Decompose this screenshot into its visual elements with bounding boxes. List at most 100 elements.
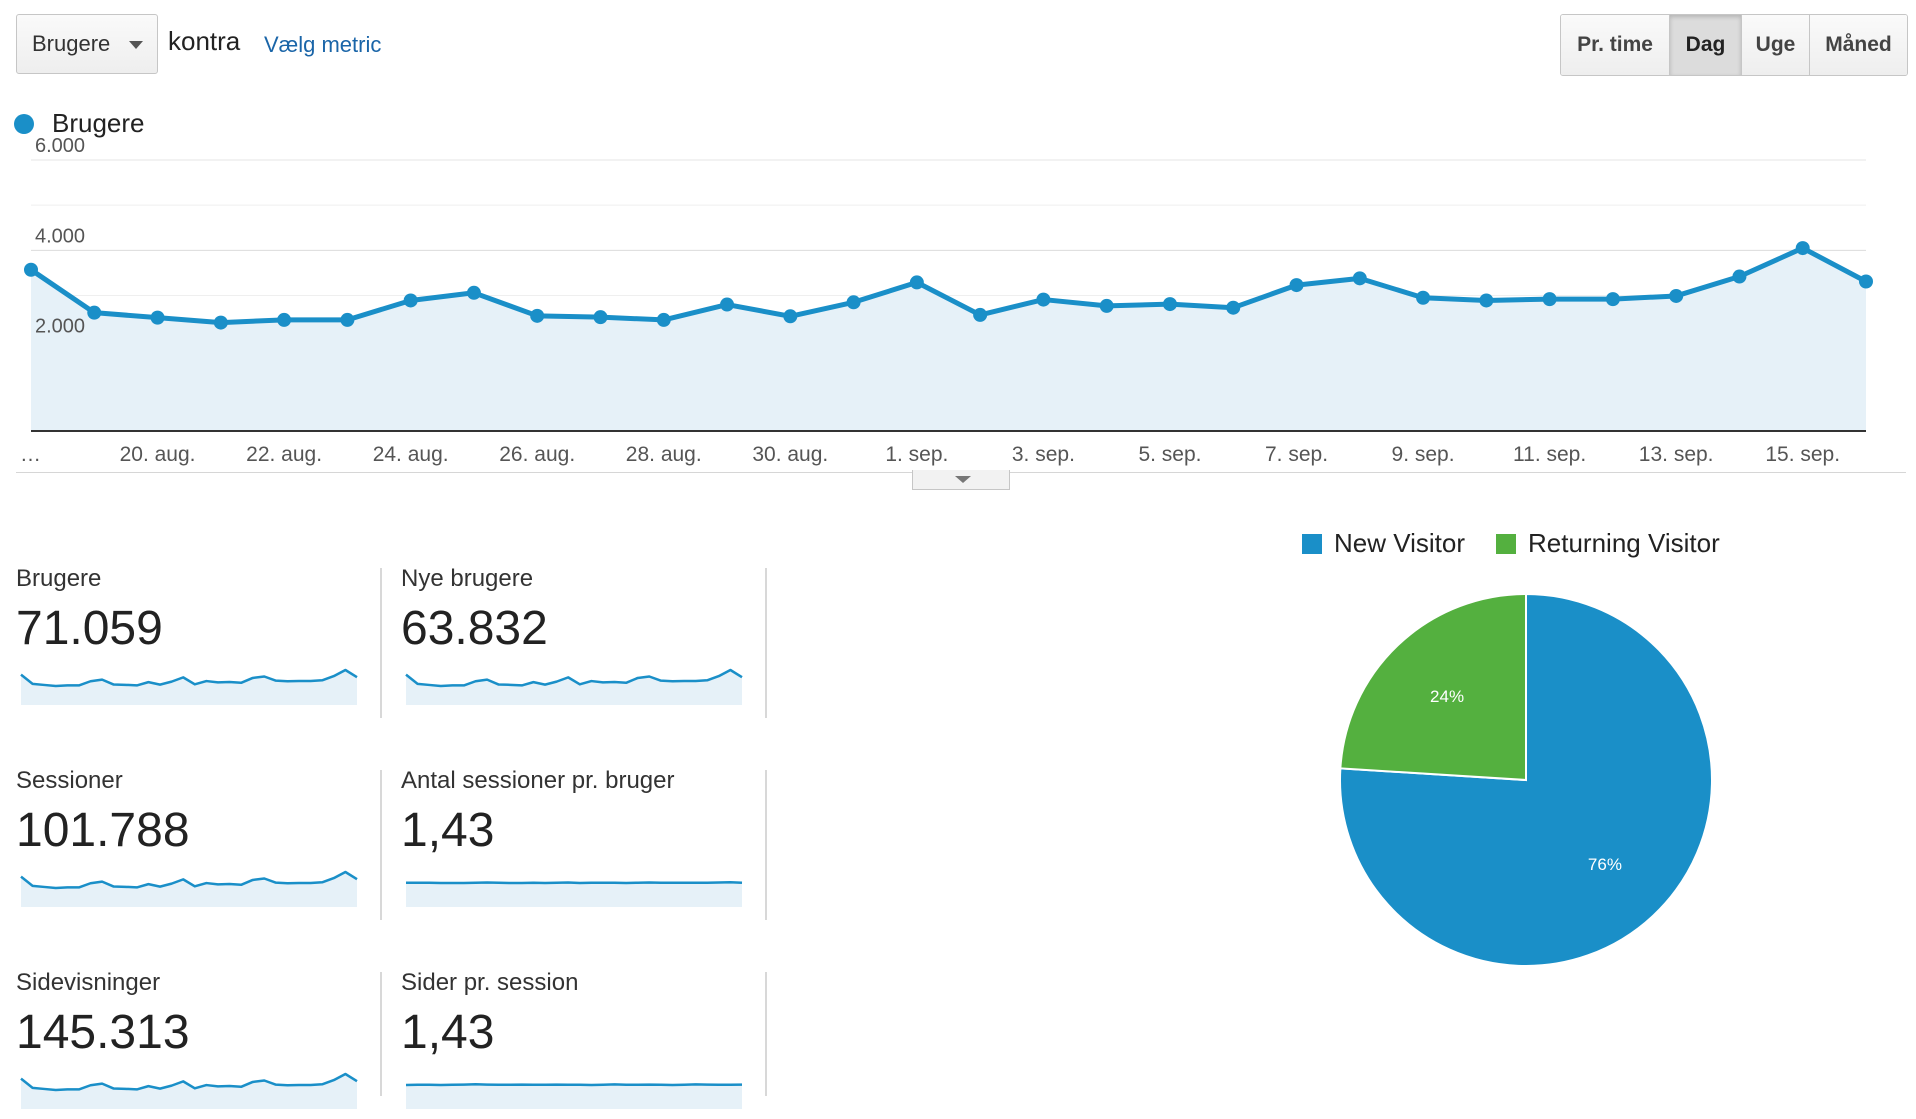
pie-legend-returning-visitor[interactable]: Returning Visitor xyxy=(1496,528,1720,559)
pie-legend-label: Returning Visitor xyxy=(1528,528,1720,558)
data-point xyxy=(87,305,102,320)
x-tick-label: 9. sep. xyxy=(1392,443,1455,466)
data-point xyxy=(340,312,355,327)
data-point xyxy=(530,308,545,323)
scorecard-value: 101.788 xyxy=(16,804,190,857)
scorecard-value: 1,43 xyxy=(401,1006,495,1059)
data-point xyxy=(593,310,608,325)
sparkline-area xyxy=(21,1074,357,1109)
granularity-month-button[interactable]: Måned xyxy=(1809,15,1907,75)
sparkline-line xyxy=(20,1072,358,1092)
main-chart-legend-label: Brugere xyxy=(52,108,145,138)
x-tick-label: 24. aug. xyxy=(373,443,449,466)
scorecard-value: 63.832 xyxy=(401,602,548,655)
granularity-hourly-button[interactable]: Pr. time xyxy=(1561,15,1669,75)
data-point xyxy=(150,310,165,325)
data-point xyxy=(1669,288,1684,303)
scorecard-value: 71.059 xyxy=(16,602,163,655)
data-point xyxy=(909,275,924,290)
x-tick-label: 22. aug. xyxy=(246,443,322,466)
series-dot-icon xyxy=(14,113,34,134)
x-tick-label: 28. aug. xyxy=(626,443,702,466)
metric-select-dropdown[interactable]: Brugere xyxy=(16,14,158,74)
chart-expand-toggle[interactable] xyxy=(912,470,1010,490)
data-point xyxy=(1289,278,1304,293)
data-point xyxy=(1099,298,1114,313)
x-tick-label: … xyxy=(20,443,41,466)
x-tick-label: 1. sep. xyxy=(885,443,948,466)
scorecard-value: 145.313 xyxy=(16,1006,190,1059)
scorecard-label: Antal sessioner pr. bruger xyxy=(401,767,675,794)
scorecard-sparkline xyxy=(20,1072,358,1109)
data-point xyxy=(1416,290,1431,305)
x-tick-label: 5. sep. xyxy=(1138,443,1201,466)
scorecard-sparkline xyxy=(405,1082,743,1109)
scorecard-divider xyxy=(765,972,767,1096)
metric-select-label: Brugere xyxy=(32,31,111,56)
main-chart-legend[interactable]: Brugere xyxy=(14,108,145,139)
scorecard-sessions-per-user[interactable]: Antal sessioner pr. bruger 1,43 xyxy=(401,767,743,917)
scorecard-divider xyxy=(380,568,382,718)
data-point xyxy=(1732,269,1747,284)
visitor-type-pie-chart[interactable]: 76% 24% xyxy=(1336,590,1716,970)
data-point xyxy=(1605,292,1620,307)
scorecard-label: Sider pr. session xyxy=(401,969,579,996)
chevron-down-icon xyxy=(955,476,971,483)
data-point xyxy=(466,285,481,300)
scorecard-sessions[interactable]: Sessioner 101.788 xyxy=(16,767,358,917)
scorecard-label: Brugere xyxy=(16,565,102,592)
scorecard-divider xyxy=(380,770,382,920)
data-point xyxy=(783,309,798,324)
data-point xyxy=(1542,292,1557,307)
pie-slice-label: 24% xyxy=(1430,687,1464,706)
legend-swatch-icon xyxy=(1496,533,1516,554)
scorecard-sparkline xyxy=(20,668,358,705)
granularity-button-group: Pr. time Dag Uge Måned xyxy=(1560,14,1908,76)
data-point xyxy=(1036,292,1051,307)
scorecard-divider xyxy=(380,972,382,1096)
data-point xyxy=(720,297,735,312)
scorecard-new-users[interactable]: Nye brugere 63.832 xyxy=(401,565,743,715)
sparkline-area xyxy=(21,872,357,907)
scorecard-label: Sessioner xyxy=(16,767,123,794)
scorecard-sparkline xyxy=(405,668,743,705)
scorecard-pages-per-session[interactable]: Sider pr. session 1,43 xyxy=(401,969,743,1119)
scorecard-label: Nye brugere xyxy=(401,565,534,592)
scorecard-value: 1,43 xyxy=(401,804,495,857)
pie-legend-new-visitor[interactable]: New Visitor xyxy=(1302,528,1465,559)
sparkline-line xyxy=(20,668,358,688)
x-tick-label: 26. aug. xyxy=(499,443,575,466)
series-line xyxy=(29,245,1868,326)
granularity-day-button[interactable]: Dag xyxy=(1669,15,1741,75)
users-line-chart[interactable]: 6.000 4.000 2.000 … 20. aug. 22. aug. 24. aug.… xyxy=(0,0,1916,480)
sparkline-line xyxy=(405,1082,743,1087)
x-tick-label: 30. aug. xyxy=(752,443,828,466)
data-point xyxy=(1479,293,1494,308)
scorecard-divider xyxy=(765,568,767,718)
data-point xyxy=(656,312,671,327)
scorecard-sparkline xyxy=(20,870,358,907)
data-point xyxy=(846,295,861,310)
granularity-week-button[interactable]: Uge xyxy=(1741,15,1809,75)
data-point xyxy=(1795,241,1810,256)
scorecard-divider xyxy=(765,770,767,920)
choose-metric-link[interactable]: Vælg metric xyxy=(264,32,382,57)
scorecard-users[interactable]: Brugere 71.059 xyxy=(16,565,358,715)
data-point xyxy=(1352,271,1367,286)
data-point xyxy=(213,315,228,330)
versus-label: kontra xyxy=(168,26,241,56)
y-tick-label: 4.000 xyxy=(35,225,85,247)
data-point xyxy=(277,312,292,327)
data-point xyxy=(1162,297,1177,312)
legend-swatch-icon xyxy=(1302,533,1322,554)
x-tick-label: 3. sep. xyxy=(1012,443,1075,466)
pie-legend-label: New Visitor xyxy=(1334,528,1466,558)
x-tick-label: 7. sep. xyxy=(1265,443,1328,466)
data-point xyxy=(403,293,418,308)
scorecard-pageviews[interactable]: Sidevisninger 145.313 xyxy=(16,969,358,1119)
y-tick-label: 2.000 xyxy=(35,316,85,338)
sparkline-area xyxy=(406,670,742,705)
y-tick-label: 6.000 xyxy=(35,135,85,157)
pie-slice-label: 76% xyxy=(1588,855,1622,874)
data-point xyxy=(973,307,988,322)
